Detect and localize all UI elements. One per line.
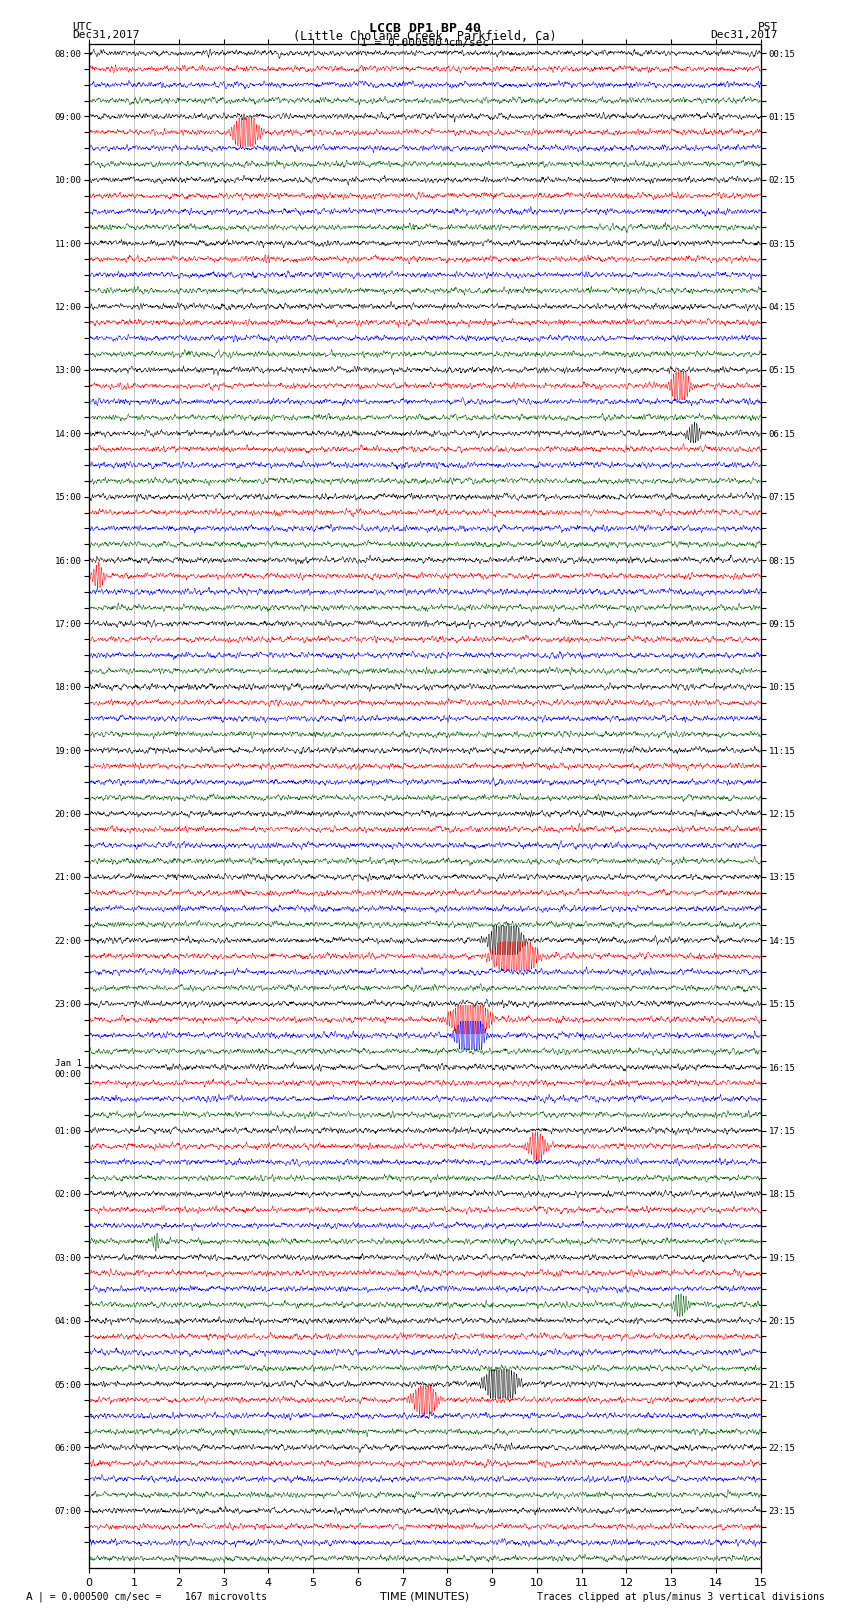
Text: Traces clipped at plus/minus 3 vertical divisions: Traces clipped at plus/minus 3 vertical … <box>536 1592 824 1602</box>
Text: Dec31,2017: Dec31,2017 <box>711 31 778 40</box>
Text: | = 0.000500 cm/sec =    167 microvolts: | = 0.000500 cm/sec = 167 microvolts <box>38 1590 268 1602</box>
Text: (Little Cholane Creek, Parkfield, Ca): (Little Cholane Creek, Parkfield, Ca) <box>293 31 557 44</box>
Text: I = 0.000500 cm/sec: I = 0.000500 cm/sec <box>361 37 489 48</box>
X-axis label: TIME (MINUTES): TIME (MINUTES) <box>381 1592 469 1602</box>
Text: A: A <box>26 1592 32 1602</box>
Text: Dec31,2017: Dec31,2017 <box>72 31 139 40</box>
Text: LCCB DP1 BP 40: LCCB DP1 BP 40 <box>369 23 481 35</box>
Text: PST: PST <box>757 23 778 32</box>
Text: UTC: UTC <box>72 23 93 32</box>
